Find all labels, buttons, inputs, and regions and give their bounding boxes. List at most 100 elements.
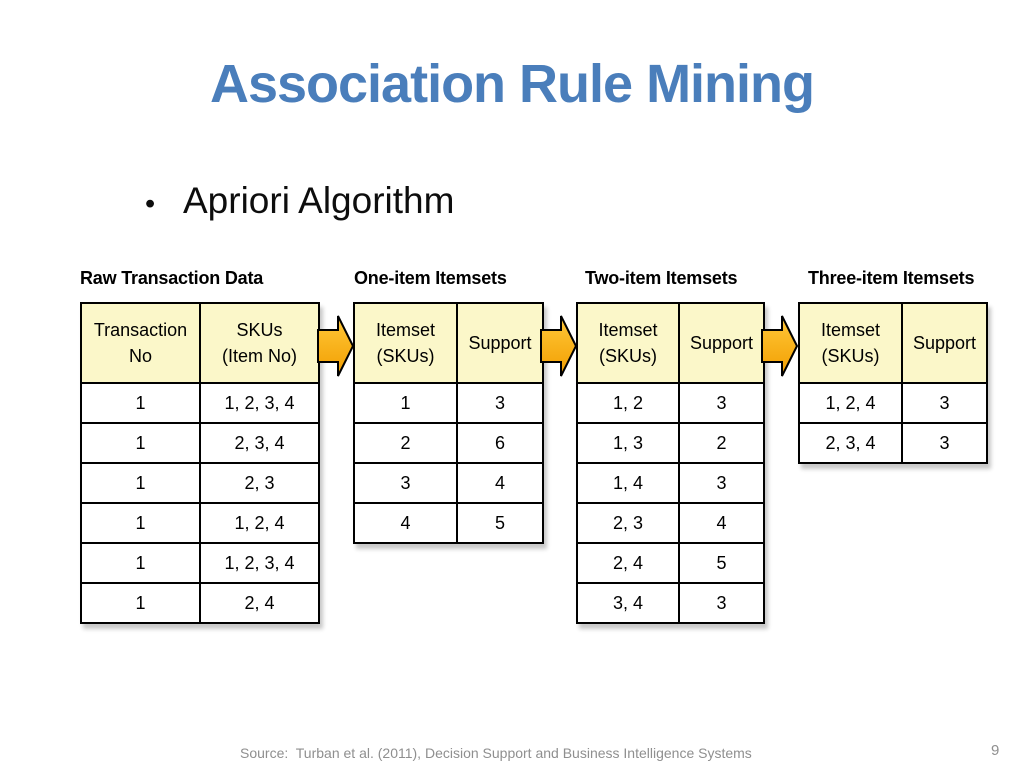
table-row: 1 1, 2, 3, 4 [80, 542, 320, 584]
header-line: Itemset [598, 320, 658, 340]
table-cell: 1, 2 [576, 382, 680, 424]
table-cell: 5 [456, 502, 544, 544]
table-cell: 2, 3 [199, 462, 320, 504]
header-cell-support: Support [901, 302, 988, 384]
table-cell: 2, 3, 4 [199, 422, 320, 464]
table-cell: 4 [456, 462, 544, 504]
page-title: Association Rule Mining [209, 54, 815, 114]
table-header-row: Itemset (SKUs) Support [576, 302, 765, 384]
header-line: Support [912, 333, 977, 353]
raw-transaction-data-table: Transaction No SKUs (Item No) 1 1, 2, 3, … [80, 302, 320, 624]
table-cell: 4 [353, 502, 458, 544]
table-cell: 5 [678, 542, 765, 584]
table-cell: 3 [901, 382, 988, 424]
table-cell: 3 [353, 462, 458, 504]
table-row: 1 2, 4 [80, 582, 320, 624]
header-cell-transaction-no: Transaction No [80, 302, 201, 384]
table-cell: 1 [80, 542, 201, 584]
table-cell: 3 [678, 382, 765, 424]
table-header-row: Transaction No SKUs (Item No) [80, 302, 320, 384]
table-cell: 2, 4 [199, 582, 320, 624]
table-group-two-item-itemsets: Two-item Itemsets Itemset (SKUs) Support… [576, 267, 765, 624]
table-cell: 3 [901, 422, 988, 464]
header-line: SKUs [236, 320, 283, 340]
table-cell: 1 [80, 382, 201, 424]
table-cell: 3 [678, 582, 765, 624]
table-group-raw-transaction-data: Raw Transaction Data Transaction No SKUs… [80, 267, 320, 624]
table-label: Raw Transaction Data [80, 268, 264, 288]
page-number: 9 [991, 742, 1000, 759]
table-cell: 2 [353, 422, 458, 464]
table-label: One-item Itemsets [354, 268, 507, 288]
flow-arrow-icon [317, 315, 355, 377]
table-row: 1 2, 3, 4 [80, 422, 320, 464]
table-cell: 1, 2, 4 [199, 502, 320, 544]
header-line: Support [468, 333, 532, 353]
header-cell-itemset: Itemset (SKUs) [576, 302, 680, 384]
header-cell-support: Support [678, 302, 765, 384]
header-line: (SKUs) [376, 346, 435, 366]
header-line: (SKUs) [821, 346, 880, 366]
table-cell: 1 [80, 582, 201, 624]
header-line: No [128, 346, 152, 366]
table-cell: 1 [353, 382, 458, 424]
table-cell: 2 [678, 422, 765, 464]
table-cell: 1, 2, 3, 4 [199, 382, 320, 424]
table-group-three-item-itemsets: Three-item Itemsets Itemset (SKUs) Suppo… [798, 267, 988, 464]
table-cell: 3 [456, 382, 544, 424]
table-cell: 4 [678, 502, 765, 544]
bullet-item: • Apriori Algorithm [145, 180, 454, 223]
table-group-one-item-itemsets: One-item Itemsets Itemset (SKUs) Support… [353, 267, 544, 544]
header-line: Transaction [93, 320, 188, 340]
table-row: 1 1, 2, 4 [80, 502, 320, 544]
header-line: (Item No) [221, 346, 297, 366]
table-row: 1 1, 2, 3, 4 [80, 382, 320, 424]
header-line: Support [689, 333, 754, 353]
header-line: Itemset [375, 320, 436, 340]
table-cell: 2, 3 [576, 502, 680, 544]
table-header-row: Itemset (SKUs) Support [353, 302, 544, 384]
table-cell: 6 [456, 422, 544, 464]
table-cell: 1 [80, 462, 201, 504]
header-cell-itemset: Itemset (SKUs) [353, 302, 458, 384]
bullet-text: Apriori Algorithm [183, 180, 455, 221]
table-cell: 2, 4 [576, 542, 680, 584]
table-cell: 1 [80, 422, 201, 464]
table-header-row: Itemset (SKUs) Support [798, 302, 988, 384]
header-cell-skus: SKUs (Item No) [199, 302, 320, 384]
table-cell: 3, 4 [576, 582, 680, 624]
footer-source-citation: Source: Turban et al. (2011), Decision S… [240, 745, 752, 761]
table-cell: 3 [678, 462, 765, 504]
header-line: (SKUs) [599, 346, 657, 366]
header-cell-itemset: Itemset (SKUs) [798, 302, 903, 384]
table-row: 1 2, 3 [80, 462, 320, 504]
table-cell: 1 [80, 502, 201, 544]
table-cell: 1, 2, 3, 4 [199, 542, 320, 584]
header-cell-support: Support [456, 302, 544, 384]
bullet-icon: • [145, 188, 156, 220]
table-label: Two-item Itemsets [585, 268, 738, 288]
table-label: Three-item Itemsets [808, 268, 975, 288]
table-cell: 1, 2, 4 [798, 382, 903, 424]
flow-arrow-icon [540, 315, 578, 377]
table-cell: 1, 3 [576, 422, 680, 464]
table-cell: 2, 3, 4 [798, 422, 903, 464]
header-line: Itemset [820, 320, 881, 340]
flow-arrow-icon [761, 315, 799, 377]
table-cell: 1, 4 [576, 462, 680, 504]
